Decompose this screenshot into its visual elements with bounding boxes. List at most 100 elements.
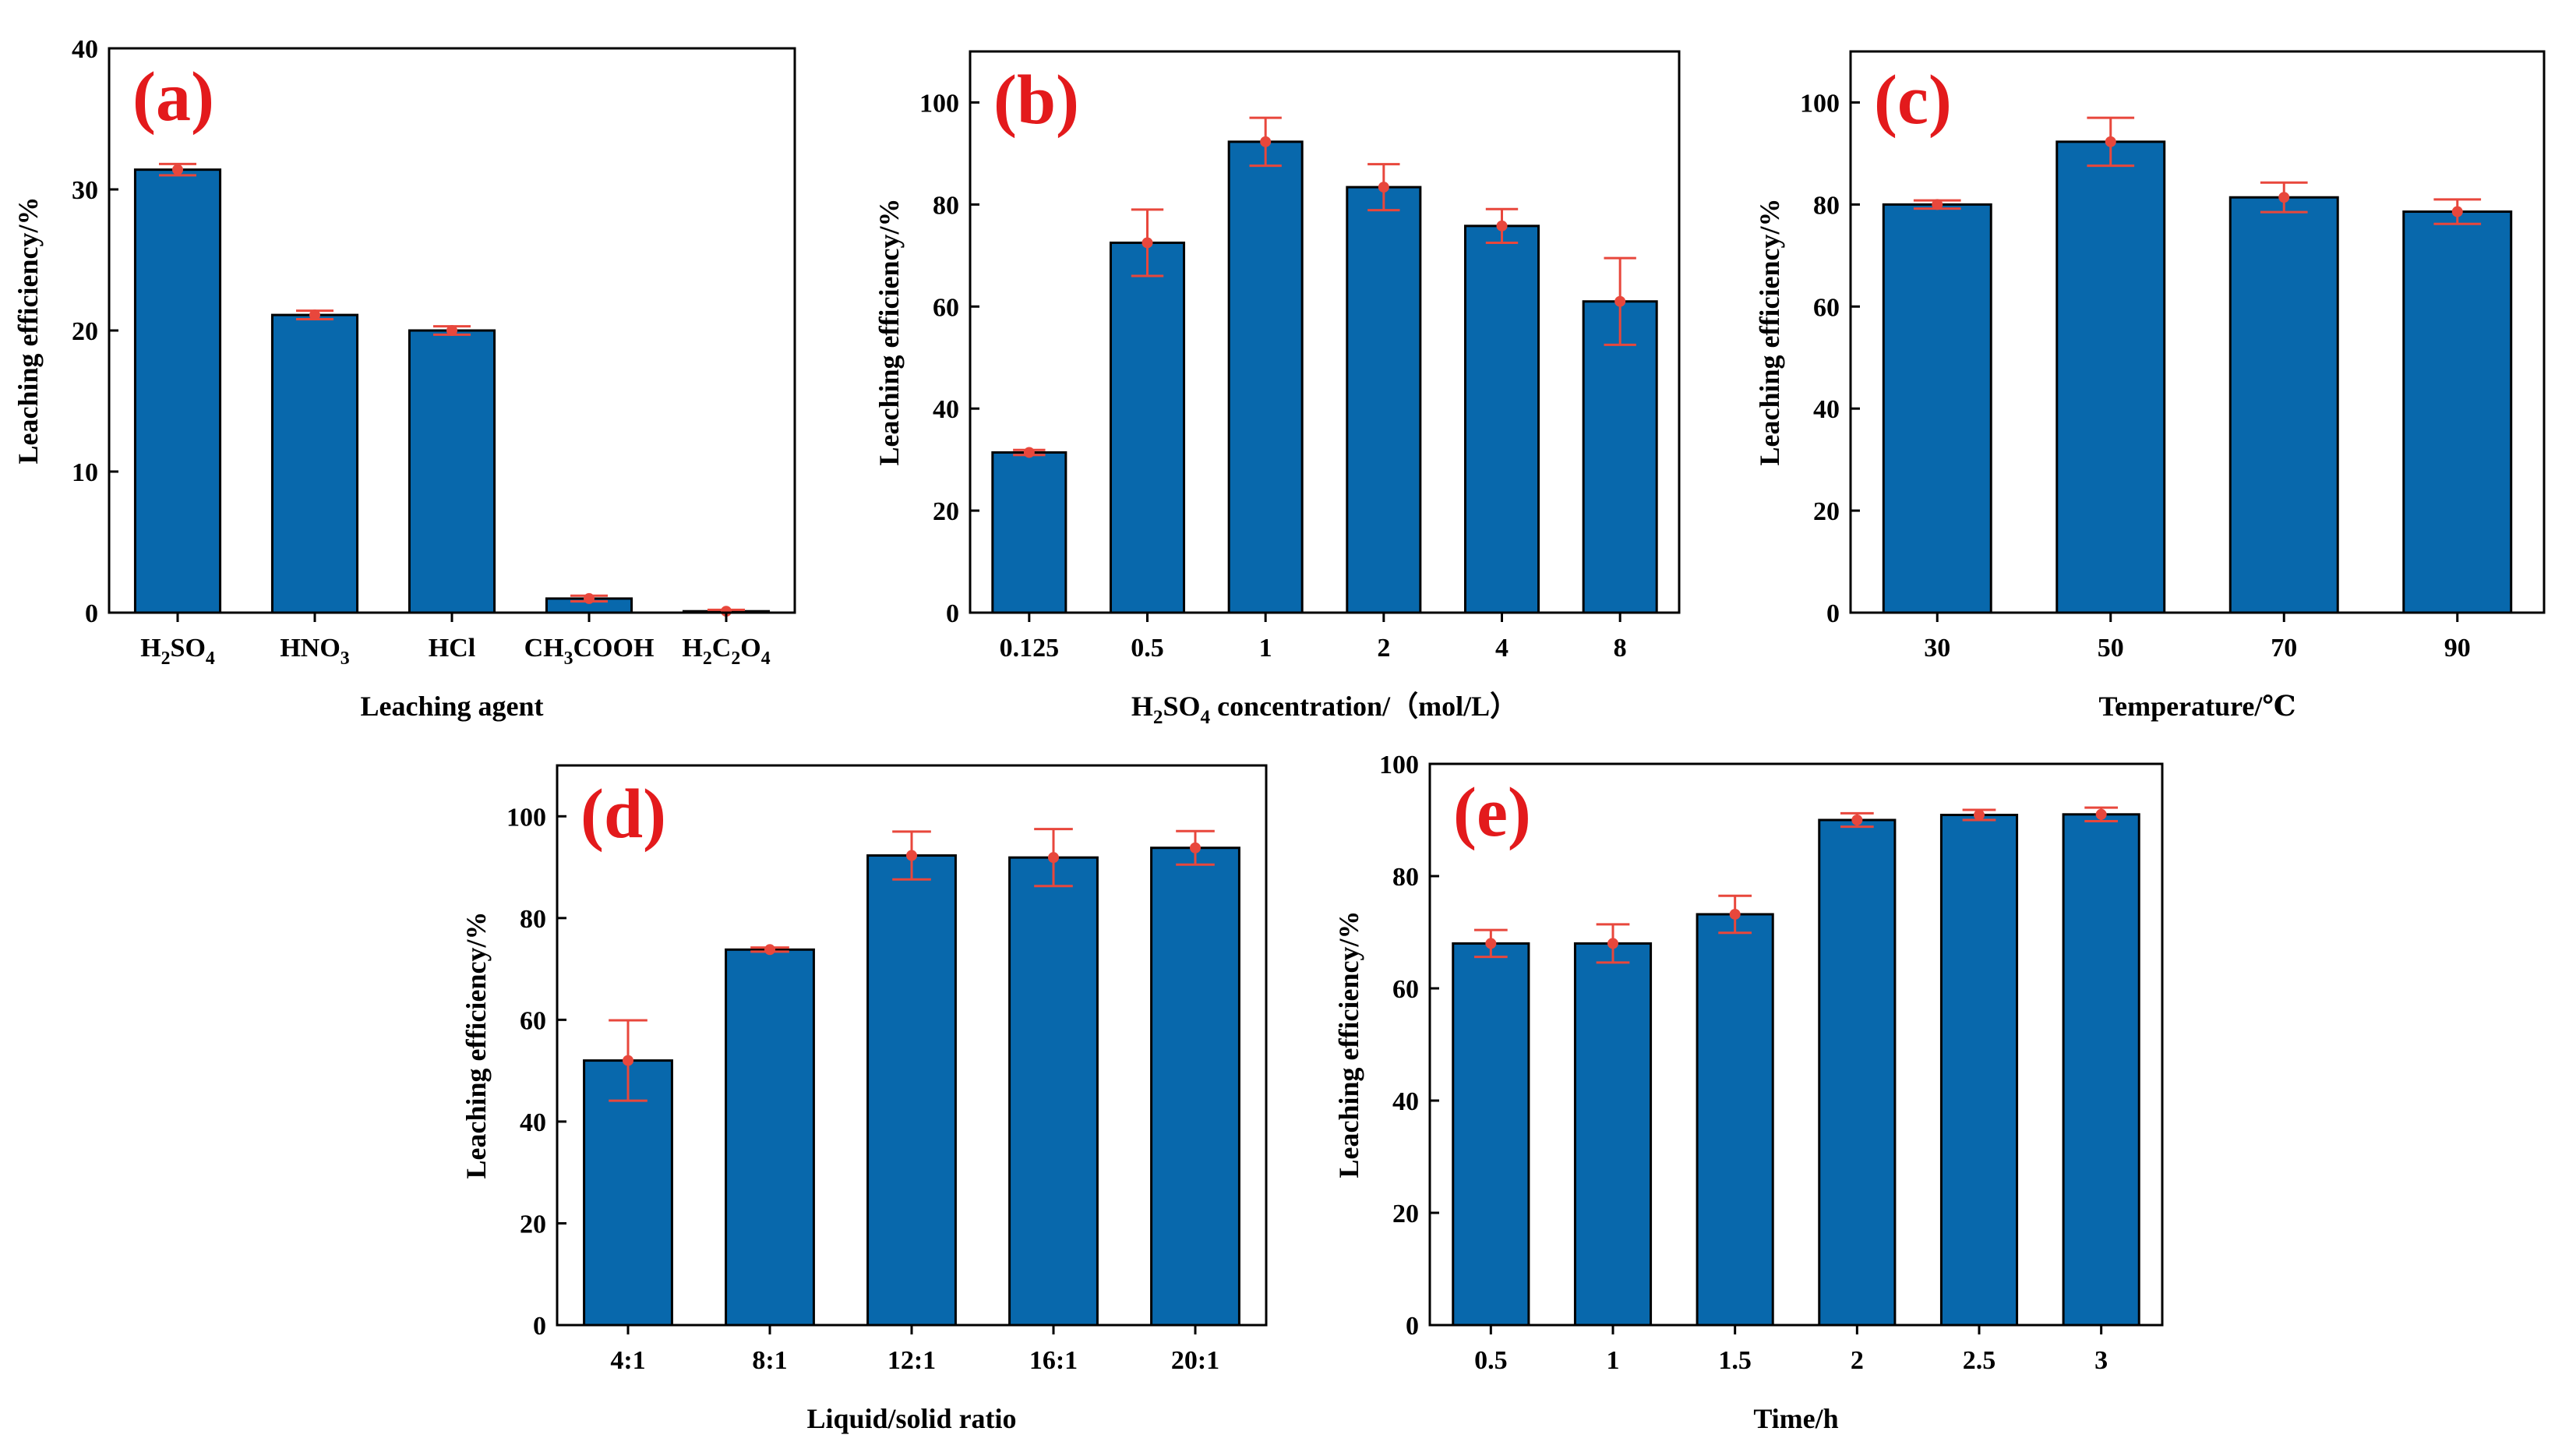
- error-bar-4: [1034, 828, 1073, 888]
- bar-1: [991, 451, 1067, 614]
- y-tick-label: 40: [1813, 395, 1840, 424]
- error-bar-1: [158, 162, 197, 177]
- text-part: 20:1: [1171, 1346, 1219, 1375]
- text-part: 2: [1851, 1346, 1864, 1375]
- y-tick-label: 80: [1813, 191, 1840, 220]
- x-tick-label: CH3COOH: [524, 634, 655, 669]
- mean-marker: [1851, 815, 1863, 825]
- panel-label: (a): [132, 58, 214, 136]
- text-part: 1: [1607, 1346, 1620, 1375]
- x-tick-label: 0.5: [1131, 634, 1164, 663]
- y-tick-label: 0: [533, 1312, 546, 1341]
- text-part: COOH: [573, 634, 655, 663]
- text-part: 1: [1259, 634, 1272, 663]
- y-tick-label: 60: [1392, 975, 1419, 1004]
- text-part: 2.5: [1963, 1346, 1996, 1375]
- bar-2: [1109, 241, 1186, 614]
- error-bar-1: [1473, 928, 1508, 959]
- panel-label: (b): [993, 62, 1079, 139]
- text-part: SO: [1163, 691, 1201, 722]
- mean-marker: [309, 309, 320, 321]
- error-bar-4: [570, 592, 609, 604]
- text-part: H: [140, 634, 161, 663]
- x-axis-label: H2SO4 concentration/（mol/L）: [1131, 691, 1518, 728]
- mean-marker: [1496, 220, 1508, 231]
- chart-panel-d: 0 20 40 60 80 100 4:1 8:1 12:1 16:1 20:1 Liquid/sol…: [461, 764, 1268, 1434]
- mean-marker: [1932, 199, 1943, 210]
- text-part: 3: [341, 649, 350, 669]
- x-tick-label: 4:1: [610, 1346, 645, 1375]
- y-tick-label: 0: [1406, 1312, 1419, 1341]
- y-tick-label: 20: [1392, 1200, 1419, 1228]
- bar-4: [1346, 186, 1422, 614]
- y-tick-label: 60: [1813, 293, 1840, 322]
- x-tick-label: 4: [1495, 634, 1509, 663]
- error-bar-2: [1131, 208, 1164, 277]
- text-part: 8: [1614, 634, 1627, 663]
- x-tick-label: 2: [1851, 1346, 1864, 1375]
- x-tick-label: 12:1: [887, 1346, 936, 1375]
- error-bar-3: [432, 325, 471, 336]
- bar-3: [408, 329, 496, 614]
- y-tick-label: 100: [1800, 89, 1840, 118]
- mean-marker: [1190, 842, 1201, 854]
- x-tick-label: 8:1: [752, 1346, 787, 1375]
- error-bar-5: [1962, 808, 1996, 822]
- y-tick-label: 20: [933, 497, 959, 526]
- bar-3: [2228, 196, 2339, 614]
- text-part: HCl: [429, 634, 475, 663]
- bar-2: [270, 313, 359, 614]
- x-tick-label: 1: [1259, 634, 1272, 663]
- bar-1: [583, 1059, 673, 1327]
- y-tick-label: 40: [1392, 1087, 1419, 1116]
- bar-2: [2056, 140, 2166, 614]
- x-axis-label: Leaching agent: [360, 691, 543, 722]
- bar-1: [1452, 942, 1530, 1327]
- text-part: 4: [206, 649, 215, 669]
- bar-5: [1150, 846, 1240, 1327]
- text-part: 0.125: [1000, 634, 1060, 663]
- error-bar-1: [1913, 199, 1961, 210]
- mean-marker: [1974, 809, 1985, 821]
- text-part: 12:1: [887, 1346, 936, 1375]
- chart-panel-c: 0 20 40 60 80 100 30 50 70 90 Temperature/℃ Leachin…: [1754, 50, 2546, 722]
- error-bar-4: [2433, 198, 2482, 225]
- text-part: SO: [171, 634, 206, 663]
- error-bar-4: [1840, 811, 1874, 829]
- mean-marker: [906, 850, 917, 861]
- y-tick-label: 0: [1826, 599, 1840, 628]
- bar-3: [1227, 140, 1304, 614]
- error-bar-3: [1249, 116, 1282, 168]
- text-part: 3: [2094, 1346, 2108, 1375]
- mean-marker: [2105, 136, 2116, 147]
- mean-marker: [1023, 447, 1035, 458]
- bar-4: [2402, 210, 2513, 614]
- y-axis-label: Leaching efficiency/%: [873, 199, 905, 466]
- error-bar-5: [1485, 207, 1519, 244]
- error-bar-6: [2084, 806, 2119, 822]
- bar-1: [133, 168, 222, 614]
- text-part: C: [712, 634, 732, 663]
- error-bar-2: [2087, 116, 2135, 168]
- text-part: H: [682, 634, 702, 663]
- error-bar-6: [1604, 256, 1636, 346]
- text-part: 3: [564, 649, 573, 669]
- y-axis-label: Leaching efficiency/%: [1754, 199, 1785, 466]
- y-tick-label: 40: [72, 35, 98, 64]
- y-tick-label: 20: [72, 317, 98, 346]
- text-part: 4: [1201, 707, 1211, 728]
- panel-label: (c): [1874, 62, 1952, 139]
- x-tick-label: 3: [2094, 1346, 2108, 1375]
- mean-marker: [446, 325, 457, 336]
- mean-marker: [172, 164, 183, 175]
- plot-frame: [1849, 50, 2546, 614]
- bar-3: [1696, 913, 1774, 1327]
- x-axis-label: Liquid/solid ratio: [806, 1403, 1016, 1434]
- x-tick-label: H2C2O4: [682, 634, 770, 669]
- y-tick-label: 20: [1813, 497, 1840, 526]
- mean-marker: [1048, 852, 1059, 864]
- y-tick-label: 80: [1392, 863, 1419, 892]
- y-tick-label: 40: [520, 1108, 546, 1137]
- mean-marker: [2095, 808, 2107, 820]
